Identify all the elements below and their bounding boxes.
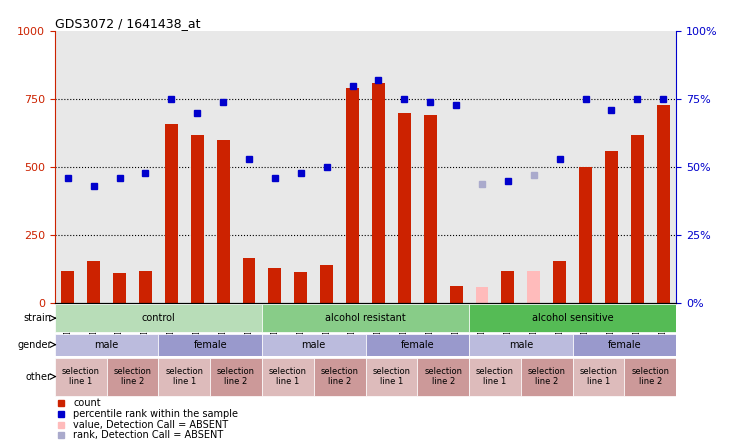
- Bar: [107, 357, 159, 396]
- Bar: [372, 83, 385, 303]
- Text: selection
line 2: selection line 2: [217, 367, 255, 386]
- Text: selection
line 2: selection line 2: [113, 367, 151, 386]
- Bar: [579, 167, 592, 303]
- Bar: [572, 357, 624, 396]
- Text: control: control: [142, 313, 175, 323]
- Bar: [159, 334, 262, 356]
- Text: female: female: [607, 340, 641, 349]
- Text: male: male: [94, 340, 118, 349]
- Text: gender: gender: [18, 340, 52, 349]
- Text: rank, Detection Call = ABSENT: rank, Detection Call = ABSENT: [73, 430, 224, 440]
- Text: selection
line 1: selection line 1: [372, 367, 410, 386]
- Bar: [624, 357, 676, 396]
- Text: alcohol sensitive: alcohol sensitive: [532, 313, 613, 323]
- Bar: [346, 88, 359, 303]
- Text: selection
line 1: selection line 1: [165, 367, 203, 386]
- Text: strain: strain: [23, 313, 52, 323]
- Text: other: other: [26, 372, 52, 381]
- Bar: [398, 113, 411, 303]
- Bar: [191, 135, 204, 303]
- Bar: [366, 357, 417, 396]
- Text: value, Detection Call = ABSENT: value, Detection Call = ABSENT: [73, 420, 229, 430]
- Bar: [262, 357, 314, 396]
- Bar: [262, 334, 366, 356]
- Bar: [87, 261, 100, 303]
- Bar: [55, 357, 107, 396]
- Bar: [320, 265, 333, 303]
- Text: selection
line 1: selection line 1: [269, 367, 307, 386]
- Bar: [469, 357, 520, 396]
- Text: selection
line 2: selection line 2: [528, 367, 566, 386]
- Bar: [450, 285, 463, 303]
- Bar: [553, 261, 566, 303]
- Bar: [605, 151, 618, 303]
- Bar: [61, 271, 75, 303]
- Text: male: male: [509, 340, 533, 349]
- Text: alcohol resistant: alcohol resistant: [325, 313, 406, 323]
- Bar: [55, 304, 262, 332]
- Text: selection
line 1: selection line 1: [476, 367, 514, 386]
- Bar: [159, 357, 211, 396]
- Bar: [211, 357, 262, 396]
- Bar: [469, 334, 572, 356]
- Bar: [424, 115, 436, 303]
- Bar: [262, 304, 469, 332]
- Bar: [417, 357, 469, 396]
- Bar: [572, 334, 676, 356]
- Text: selection
line 2: selection line 2: [321, 367, 359, 386]
- Bar: [314, 357, 366, 396]
- Text: male: male: [302, 340, 326, 349]
- Bar: [476, 287, 488, 303]
- Text: GDS3072 / 1641438_at: GDS3072 / 1641438_at: [55, 17, 200, 30]
- Text: female: female: [401, 340, 434, 349]
- Text: selection
line 2: selection line 2: [424, 367, 462, 386]
- Bar: [55, 334, 159, 356]
- Text: female: female: [194, 340, 227, 349]
- Bar: [366, 334, 469, 356]
- Bar: [268, 268, 281, 303]
- Bar: [216, 140, 230, 303]
- Text: percentile rank within the sample: percentile rank within the sample: [73, 409, 238, 419]
- Text: selection
line 2: selection line 2: [632, 367, 670, 386]
- Text: count: count: [73, 398, 101, 408]
- Bar: [521, 357, 572, 396]
- Bar: [295, 272, 307, 303]
- Bar: [469, 304, 676, 332]
- Bar: [243, 258, 255, 303]
- Bar: [501, 271, 515, 303]
- Text: selection
line 1: selection line 1: [61, 367, 99, 386]
- Bar: [165, 124, 178, 303]
- Bar: [631, 135, 644, 303]
- Text: selection
line 1: selection line 1: [580, 367, 618, 386]
- Bar: [656, 105, 670, 303]
- Bar: [113, 274, 126, 303]
- Bar: [527, 271, 540, 303]
- Bar: [139, 271, 152, 303]
